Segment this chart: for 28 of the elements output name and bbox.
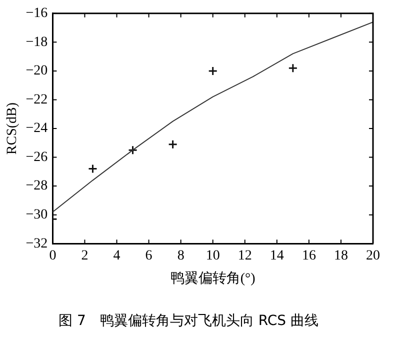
y-tick-label: −28 xyxy=(26,178,48,194)
point xyxy=(208,66,218,76)
point xyxy=(128,145,138,155)
point xyxy=(288,63,298,73)
y-tick-label: −32 xyxy=(26,236,48,252)
x-tick-label: 8 xyxy=(177,248,184,264)
y-tick-label: −18 xyxy=(26,34,48,50)
y-tick-label: −16 xyxy=(26,6,48,22)
x-tick-label: 20 xyxy=(366,248,380,264)
point xyxy=(88,164,98,174)
text: 图 7 鸭翼偏转角与对飞机头向 RCS 曲线 xyxy=(58,313,318,330)
x-tick-label: 0 xyxy=(49,248,56,264)
x-tick-label: 10 xyxy=(206,248,220,264)
y-tick-label: −26 xyxy=(26,150,48,165)
y-tick-label: −30 xyxy=(26,207,48,222)
y-tick-label: −24 xyxy=(26,121,48,136)
x-tick-label: 6 xyxy=(145,248,152,264)
x-tick-label: 18 xyxy=(334,248,348,264)
point xyxy=(168,140,178,150)
y-axis-title: RCS(dB) xyxy=(5,102,20,155)
x-tick-label: 4 xyxy=(113,248,120,264)
x-tick-label: 12 xyxy=(238,248,252,264)
x-tick-label: 2 xyxy=(81,248,88,264)
x-tick-label: 14 xyxy=(270,248,284,264)
y-tick-label: −22 xyxy=(26,92,48,108)
x-axis-title: 鸭翼偏转角(°) xyxy=(170,270,256,286)
y-tick-label: −20 xyxy=(26,64,48,79)
x-tick-label: 16 xyxy=(302,248,316,264)
